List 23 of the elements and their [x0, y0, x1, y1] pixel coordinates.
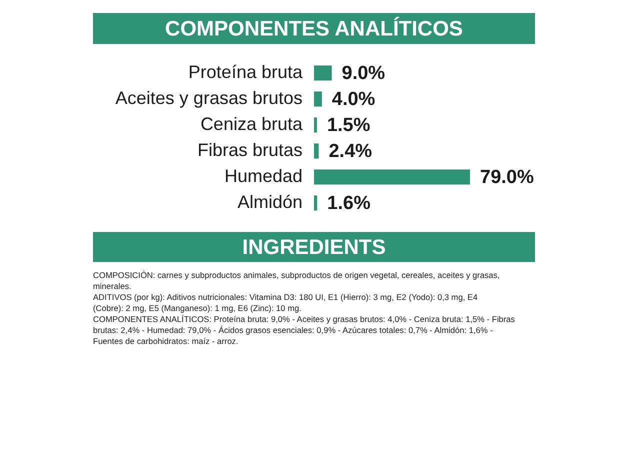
data-label: 79.0% — [480, 167, 534, 188]
y-tick-label: Proteína bruta — [188, 62, 304, 82]
y-tick-label: Almidón — [237, 192, 302, 212]
bar — [314, 195, 318, 211]
bar — [314, 143, 319, 159]
y-tick-label: Aceites y grasas brutos — [115, 88, 302, 108]
data-label: 4.0% — [332, 89, 376, 110]
data-label: 2.4% — [328, 141, 372, 162]
data-label: 1.6% — [327, 193, 371, 214]
bar — [314, 65, 332, 81]
data-label: 9.0% — [342, 63, 386, 84]
text: ADITIVOS (por kg): Aditivos nutricionales: Vitamina D3: 180 UI, E1 (Hierro): 3 mg, E2 (Yodo): 0,3 mg, E4 (Cobre): 2 mg, E5 (Manganeso): 1 mg, E6 (Zinc): 10 mg. — [93, 292, 478, 313]
y-tick-label: Ceniza bruta — [200, 114, 304, 134]
chart-title: COMPONENTES ANALÍTICOS — [165, 16, 463, 40]
bar — [314, 91, 322, 107]
y-tick-label: Humedad — [224, 166, 302, 186]
text: INGREDIENTS — [242, 236, 386, 259]
bar — [314, 169, 470, 185]
data-label: 1.5% — [326, 115, 370, 136]
bar — [314, 117, 317, 133]
text: COMPOSICIÓN: carnes y subproductos animales, subproductos de origen vegetal, cereales, aceites y grasas, minerales. — [93, 270, 500, 291]
y-tick-label: Fibras brutas — [197, 140, 302, 160]
text: COMPONENTES ANALÍTICOS: Proteína bruta: 9,0% - Aceites y grasas brutos: 4,0% - Ceniza bruta: 1,5% - Fibras brutas: 2,4% - Humedad: 79,0% - Ácidos grasos esenciales: 0,9% - Azúcares totales: 0,7% - Almidón: 1,6% - Fuentes de carbohidratos: maíz - arroz. — [93, 314, 515, 346]
